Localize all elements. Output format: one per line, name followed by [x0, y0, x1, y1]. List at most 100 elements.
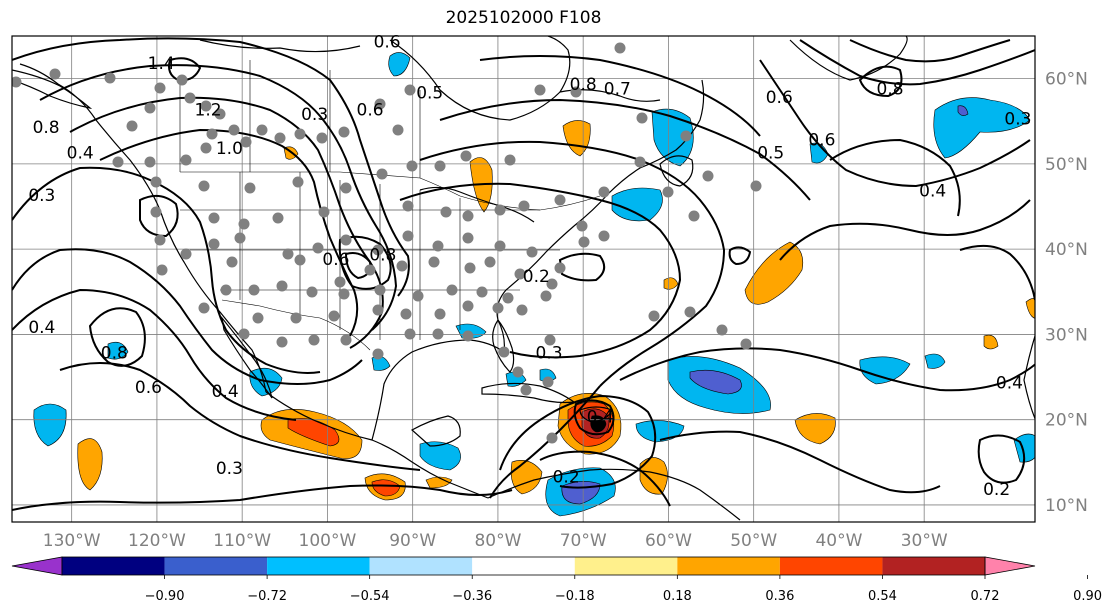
station-dot	[546, 278, 558, 290]
colorbar-segment	[164, 557, 268, 575]
lat-label: 30°N	[1045, 325, 1088, 345]
fill-blue-ne-atl	[924, 353, 946, 369]
station-dot	[104, 72, 116, 84]
station-dot	[198, 180, 210, 192]
station-dot	[598, 230, 610, 242]
station-dot	[228, 124, 240, 136]
fill-orange-mid-atlantic	[744, 241, 804, 305]
contour-30	[858, 65, 903, 98]
fill-blue-north-atlantic-dark	[957, 105, 969, 116]
contour-9	[88, 307, 146, 367]
coast-hispaniola	[579, 406, 613, 423]
station-dot	[680, 130, 692, 142]
colorbar-tick-label: −0.54	[350, 589, 390, 604]
coast-baja	[221, 315, 273, 399]
fill-blue-maritimes	[611, 187, 663, 222]
fill-orange-lesser-antilles	[639, 457, 668, 495]
colorbar-ticks: −0.90 −0.72 −0.54 −0.36 −0.18 0.18 0.36 0.54 0.7…	[145, 575, 1102, 604]
latitude-labels: 10°N 20°N 30°N 40°N 50°N 60°N	[1045, 70, 1088, 516]
coast-hudson-bay	[389, 36, 571, 121]
station-dot	[198, 302, 210, 314]
station-dot	[462, 330, 474, 342]
station-dot	[702, 170, 714, 182]
border-us-canada	[180, 171, 601, 211]
fill-blue-hudson	[388, 52, 411, 77]
station-dot	[434, 160, 446, 172]
station-dot	[372, 348, 384, 360]
station-dot	[126, 120, 138, 132]
station-dot	[402, 230, 414, 242]
station-dot	[750, 180, 762, 192]
station-dot	[200, 142, 212, 154]
colorbar-segment	[62, 557, 165, 575]
fill-blue-central-america	[419, 441, 461, 471]
contour-label: 0.3	[216, 459, 243, 479]
station-dot	[154, 234, 166, 246]
contour-label: 0.6	[357, 101, 384, 121]
station-dot	[312, 242, 324, 254]
station-dot	[576, 220, 588, 232]
contour-labels: 1.4 1.2 1.0 0.8 0.6 0.6 0.5 0.3 0.4 0.3 0.4 0.8 0.6 0…	[28, 33, 1031, 501]
contour-label: 0.4	[587, 408, 614, 428]
station-dot	[432, 328, 444, 340]
station-dot	[328, 310, 340, 322]
station-dot	[634, 156, 646, 168]
contour-label: 0.3	[536, 344, 563, 364]
colorbar-tick-label: 0.72	[971, 589, 1000, 604]
lon-label: 50°W	[730, 531, 777, 551]
station-dot	[636, 112, 648, 124]
station-dot	[256, 124, 268, 136]
contour-14	[419, 140, 726, 387]
fill-blue-labrador	[651, 108, 694, 167]
lat-label: 50°N	[1045, 155, 1088, 175]
coast-mexico-west	[265, 391, 489, 499]
colorbar-tick-label: 0.36	[765, 589, 794, 604]
station-dot	[180, 248, 192, 260]
lat-label: 40°N	[1045, 240, 1088, 260]
fill-orange-mid-small	[663, 277, 679, 290]
colorbar-tick-label: −0.18	[555, 589, 595, 604]
longitude-labels: 130°W 120°W 110°W 100°W 90°W 80°W 70°W 60°W 50°W…	[43, 531, 948, 551]
station-dot	[544, 334, 556, 346]
contour-22	[659, 430, 941, 494]
fill-purple-subtropical	[689, 369, 742, 395]
contour-29	[977, 434, 1026, 484]
contour-label: 0.6	[135, 378, 162, 398]
contour-20	[539, 450, 671, 507]
lon-label: 40°W	[815, 531, 862, 551]
station-dot	[206, 128, 218, 140]
lat-label: 60°N	[1045, 70, 1088, 90]
station-dot	[526, 246, 538, 258]
station-dot	[244, 182, 256, 194]
contour-lines	[12, 37, 1035, 511]
station-dot	[208, 212, 220, 224]
station-dot	[598, 186, 610, 198]
fill-blue-eastern-atl	[859, 356, 911, 385]
map-frame	[11, 35, 1036, 523]
station-dot	[516, 304, 528, 316]
station-dot	[502, 292, 514, 304]
station-dot	[340, 334, 352, 346]
station-dot	[240, 136, 252, 148]
station-dot	[542, 376, 554, 388]
contour-24	[759, 59, 1031, 188]
lat-label: 20°N	[1045, 411, 1088, 431]
contour-label: 0.4	[67, 143, 94, 163]
station-dot	[432, 240, 444, 252]
contour-2	[39, 64, 398, 331]
station-dot	[176, 74, 188, 86]
station-dot	[428, 256, 440, 268]
colorbar-tick-label: 0.54	[868, 589, 897, 604]
station-dot	[554, 262, 566, 274]
contour-label: 0.8	[369, 246, 396, 266]
station-dot	[662, 186, 674, 198]
station-dot	[716, 324, 728, 336]
contour-4	[99, 128, 359, 337]
colorbar-outline	[61, 556, 986, 576]
station-dot	[272, 212, 284, 224]
station-dot	[340, 234, 352, 246]
contour-label: 0.6	[374, 33, 401, 53]
colorbar-tick-label: −0.72	[247, 589, 287, 604]
contour-label: 0.2	[523, 267, 550, 287]
contour-15	[439, 98, 811, 201]
